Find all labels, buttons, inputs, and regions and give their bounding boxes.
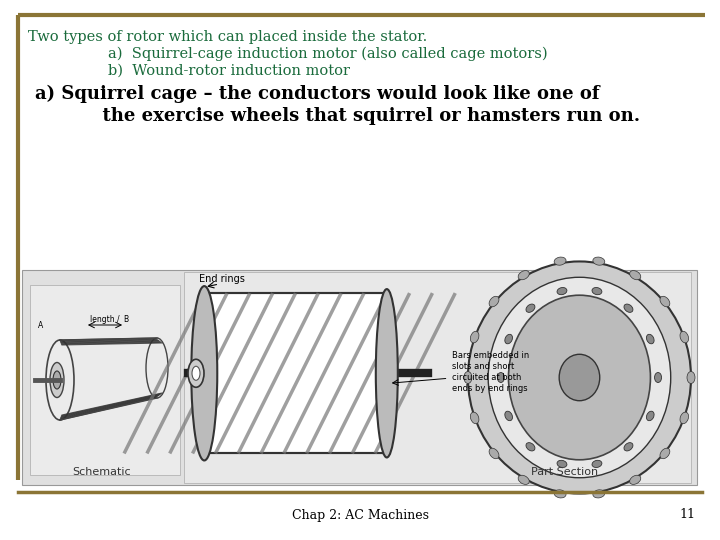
Ellipse shape: [554, 490, 566, 498]
Ellipse shape: [376, 289, 397, 457]
Ellipse shape: [557, 460, 567, 468]
Ellipse shape: [518, 475, 529, 484]
Ellipse shape: [630, 475, 641, 484]
Ellipse shape: [554, 257, 566, 265]
Text: Bars embedded in: Bars embedded in: [452, 352, 530, 360]
Text: the exercise wheels that squirrel or hamsters run on.: the exercise wheels that squirrel or ham…: [65, 107, 640, 125]
Ellipse shape: [470, 331, 479, 343]
Text: 11: 11: [679, 509, 695, 522]
Text: End rings: End rings: [199, 274, 245, 284]
Ellipse shape: [660, 448, 670, 458]
Ellipse shape: [50, 362, 64, 397]
Ellipse shape: [526, 304, 535, 312]
Text: b)  Wound-rotor induction motor: b) Wound-rotor induction motor: [108, 64, 350, 78]
Ellipse shape: [624, 443, 633, 451]
Ellipse shape: [53, 371, 61, 389]
Ellipse shape: [192, 286, 217, 461]
Ellipse shape: [630, 271, 641, 280]
Ellipse shape: [624, 304, 633, 312]
Ellipse shape: [468, 261, 691, 494]
Text: A: A: [38, 321, 43, 330]
Ellipse shape: [505, 334, 513, 344]
Bar: [204, 293, 387, 454]
Bar: [30, 285, 180, 475]
Text: a)  Squirrel-cage induction motor (also called cage motors): a) Squirrel-cage induction motor (also c…: [108, 47, 548, 62]
Text: ends by end rings: ends by end rings: [452, 384, 528, 393]
Ellipse shape: [680, 412, 688, 424]
Ellipse shape: [687, 372, 695, 383]
Ellipse shape: [593, 257, 605, 265]
Ellipse shape: [660, 296, 670, 307]
Ellipse shape: [192, 366, 200, 380]
Ellipse shape: [505, 411, 513, 421]
Ellipse shape: [559, 354, 600, 401]
Text: B: B: [123, 315, 128, 324]
Ellipse shape: [592, 287, 602, 295]
Ellipse shape: [498, 373, 505, 382]
Bar: [22, 270, 697, 485]
Ellipse shape: [526, 443, 535, 451]
Bar: [204, 293, 387, 454]
Ellipse shape: [647, 334, 654, 344]
Ellipse shape: [508, 295, 650, 460]
Ellipse shape: [464, 372, 472, 383]
Ellipse shape: [489, 448, 499, 458]
Ellipse shape: [188, 359, 204, 387]
Ellipse shape: [518, 271, 529, 280]
Ellipse shape: [680, 331, 688, 343]
Text: Chap 2: AC Machines: Chap 2: AC Machines: [292, 509, 428, 522]
Bar: [184, 272, 691, 483]
Text: length /: length /: [90, 315, 120, 324]
Text: Schematic: Schematic: [73, 467, 131, 477]
Ellipse shape: [654, 373, 662, 382]
Text: Part Section: Part Section: [531, 467, 598, 477]
Ellipse shape: [592, 460, 602, 468]
Ellipse shape: [488, 277, 671, 478]
Text: Two types of rotor which can placed inside the stator.: Two types of rotor which can placed insi…: [28, 30, 427, 44]
Ellipse shape: [647, 411, 654, 421]
Ellipse shape: [470, 412, 479, 424]
Ellipse shape: [489, 296, 499, 307]
Ellipse shape: [593, 490, 605, 498]
Text: a) Squirrel cage – the conductors would look like one of: a) Squirrel cage – the conductors would …: [35, 85, 600, 103]
Text: slots and short: slots and short: [452, 362, 515, 372]
Text: circuited at both: circuited at both: [452, 373, 522, 382]
Ellipse shape: [557, 287, 567, 295]
